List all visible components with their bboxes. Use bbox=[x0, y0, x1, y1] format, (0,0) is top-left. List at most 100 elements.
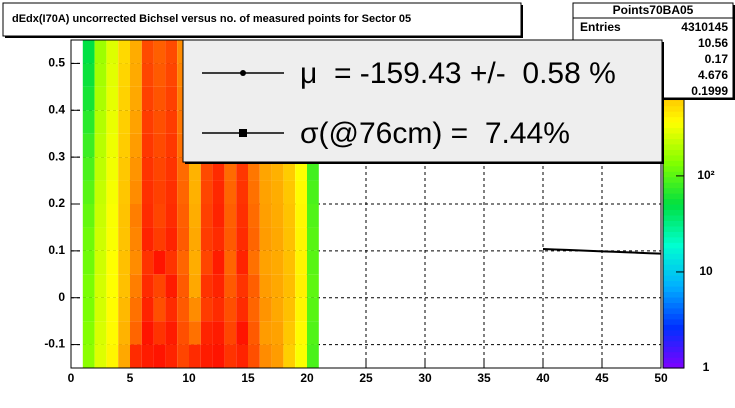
heatmap-cell bbox=[141, 110, 154, 134]
heatmap-cell bbox=[82, 321, 95, 345]
heatmap-cell bbox=[130, 86, 142, 111]
color-bar-step bbox=[663, 111, 684, 118]
heatmap-cell bbox=[130, 227, 142, 251]
heatmap-cell bbox=[141, 157, 154, 181]
heatmap-cell bbox=[259, 297, 272, 322]
heatmap-cell bbox=[153, 63, 166, 87]
color-bar-step bbox=[663, 231, 684, 238]
heatmap-cell bbox=[224, 344, 237, 368]
heatmap-cell bbox=[212, 157, 225, 181]
heatmap-cell bbox=[177, 250, 189, 275]
y-tick-label: -0.1 bbox=[44, 337, 65, 351]
heatmap-cell bbox=[94, 133, 107, 158]
color-bar-step bbox=[663, 193, 684, 200]
heatmap-cell bbox=[259, 204, 272, 228]
heatmap-cell bbox=[94, 86, 107, 111]
heatmap-cell bbox=[271, 250, 284, 275]
color-bar-step bbox=[663, 143, 684, 150]
color-bar-step bbox=[663, 286, 684, 293]
stats-value: 4310145 bbox=[681, 20, 728, 34]
heatmap-cell bbox=[130, 157, 142, 181]
heatmap-cell bbox=[106, 250, 119, 275]
heatmap-cell bbox=[236, 157, 248, 181]
heatmap-cell bbox=[141, 321, 154, 345]
heatmap-cell bbox=[295, 250, 307, 275]
heatmap-cell bbox=[130, 110, 142, 134]
heatmap-cell bbox=[248, 180, 260, 204]
heatmap-cell bbox=[189, 274, 201, 298]
z-tick-label: 10 bbox=[699, 264, 713, 278]
heatmap-cell bbox=[118, 204, 130, 228]
color-bar-step bbox=[663, 264, 684, 271]
heatmap-cell bbox=[165, 321, 178, 345]
color-bar-step bbox=[663, 209, 684, 216]
heatmap-cell bbox=[200, 157, 213, 181]
color-bar-step bbox=[663, 247, 684, 254]
heatmap-cell bbox=[259, 321, 272, 345]
heatmap-cell bbox=[141, 180, 154, 204]
heatmap-cell bbox=[177, 321, 189, 345]
heatmap-cell bbox=[153, 321, 166, 345]
heatmap-cell bbox=[271, 157, 284, 181]
heatmap-cell bbox=[259, 344, 272, 368]
heatmap-cell bbox=[118, 133, 130, 158]
heatmap-cell bbox=[295, 157, 307, 181]
heatmap-cell bbox=[165, 40, 178, 64]
heatmap-cell bbox=[307, 344, 319, 368]
heatmap-cell bbox=[200, 321, 213, 345]
heatmap-cell bbox=[236, 344, 248, 368]
heatmap-cell bbox=[177, 204, 189, 228]
x-tick-label: 45 bbox=[595, 371, 609, 385]
heatmap-cell bbox=[224, 157, 237, 181]
heatmap-cell bbox=[141, 344, 154, 368]
heatmap-cell bbox=[94, 157, 107, 181]
color-bar-step bbox=[663, 154, 684, 161]
heatmap-cell bbox=[94, 344, 107, 368]
heatmap-cell bbox=[165, 274, 178, 298]
heatmap-cell bbox=[189, 157, 201, 181]
stats-value: 10.56 bbox=[698, 36, 728, 50]
heatmap-cell bbox=[295, 204, 307, 228]
heatmap-cell bbox=[283, 321, 296, 345]
heatmap-cell bbox=[248, 204, 260, 228]
heatmap-cell bbox=[177, 297, 189, 322]
heatmap-cell bbox=[141, 133, 154, 158]
heatmap-cell bbox=[236, 297, 248, 322]
color-bar-step bbox=[663, 280, 684, 287]
heatmap-cell bbox=[94, 297, 107, 322]
heatmap-cell bbox=[118, 157, 130, 181]
heatmap-cell bbox=[271, 227, 284, 251]
heatmap-cell bbox=[118, 344, 130, 368]
heatmap-cell bbox=[141, 227, 154, 251]
color-bar-step bbox=[663, 225, 684, 232]
heatmap-cell bbox=[248, 227, 260, 251]
heatmap-cell bbox=[153, 250, 166, 275]
heatmap-cell bbox=[118, 110, 130, 134]
heatmap-cell bbox=[224, 250, 237, 275]
x-tick-label: 10 bbox=[182, 371, 196, 385]
heatmap-cell bbox=[307, 321, 319, 345]
heatmap-cell bbox=[118, 274, 130, 298]
heatmap-cell bbox=[295, 297, 307, 322]
heatmap-cell bbox=[153, 227, 166, 251]
heatmap-cell bbox=[106, 86, 119, 111]
color-bar-step bbox=[663, 296, 684, 303]
stats-value: 4.676 bbox=[698, 68, 728, 82]
heatmap-cell bbox=[165, 133, 178, 158]
x-tick-label: 15 bbox=[241, 371, 255, 385]
heatmap-cell bbox=[106, 204, 119, 228]
color-bar-step bbox=[663, 127, 684, 134]
heatmap-cell bbox=[259, 227, 272, 251]
heatmap-cell bbox=[248, 250, 260, 275]
heatmap-cell bbox=[165, 157, 178, 181]
heatmap-cell bbox=[153, 180, 166, 204]
heatmap-cell bbox=[200, 274, 213, 298]
heatmap-cell bbox=[82, 157, 95, 181]
heatmap-cell bbox=[189, 227, 201, 251]
heatmap-cell bbox=[82, 297, 95, 322]
color-bar-step bbox=[663, 357, 684, 364]
heatmap-cell bbox=[165, 63, 178, 87]
heatmap-cell bbox=[165, 250, 178, 275]
color-bar-step bbox=[663, 138, 684, 145]
